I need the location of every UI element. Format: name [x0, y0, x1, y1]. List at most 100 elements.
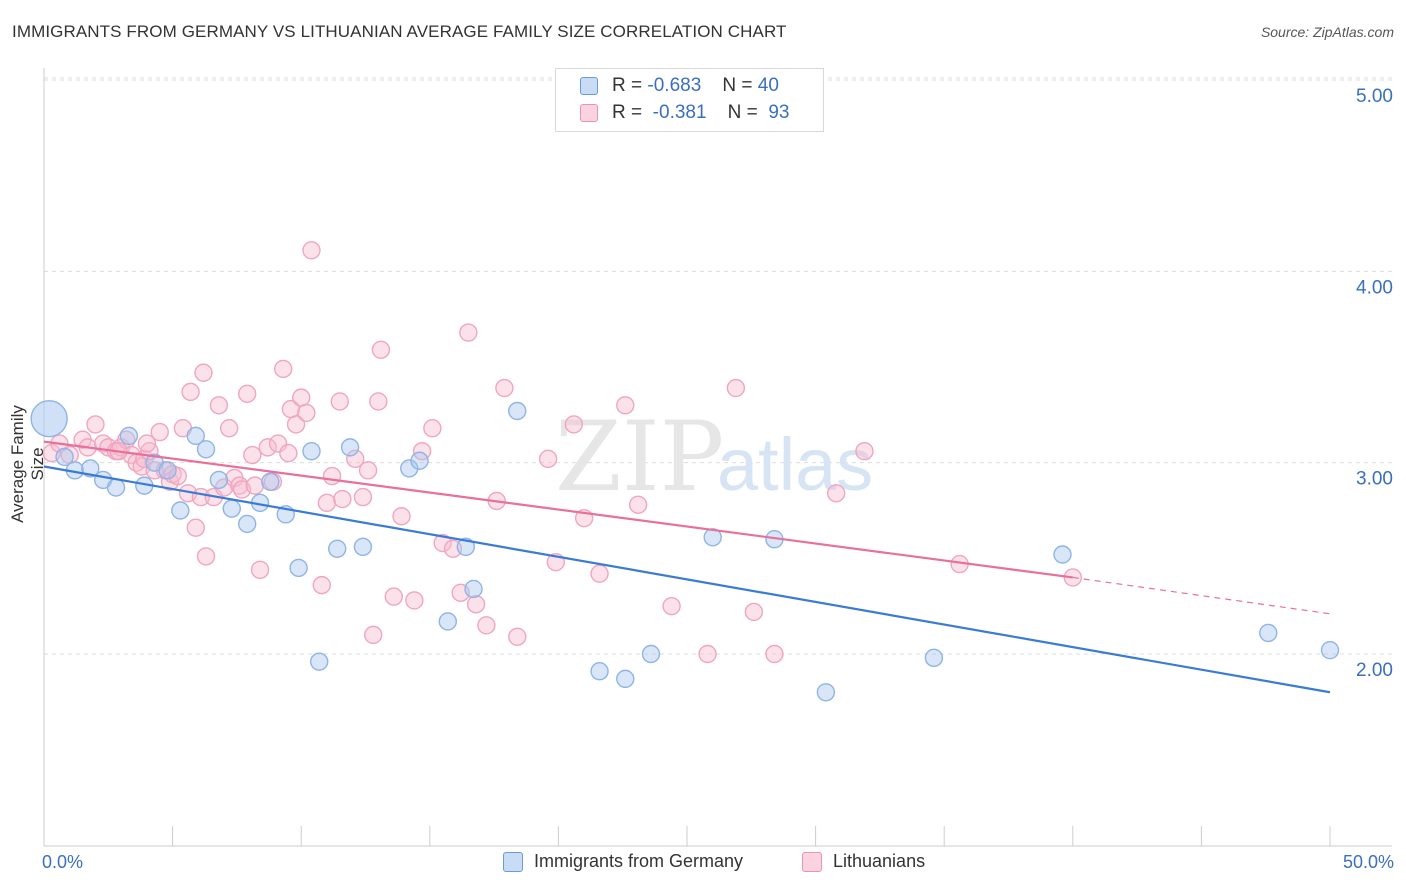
- point-germany[interactable]: [261, 472, 280, 492]
- point-lithuanians[interactable]: [459, 323, 478, 342]
- point-lithuanians[interactable]: [330, 392, 349, 411]
- point-lithuanians[interactable]: [150, 422, 169, 442]
- point-germany[interactable]: [328, 539, 347, 558]
- point-lithuanians[interactable]: [590, 564, 609, 583]
- point-lithuanians[interactable]: [826, 484, 846, 503]
- trend-lines: [43, 440, 1331, 694]
- point-lithuanians[interactable]: [405, 591, 424, 610]
- point-lithuanians[interactable]: [628, 495, 648, 514]
- point-lithuanians[interactable]: [250, 560, 270, 580]
- point-lithuanians[interactable]: [765, 644, 784, 664]
- point-lithuanians[interactable]: [392, 507, 411, 526]
- point-germany[interactable]: [171, 501, 190, 520]
- point-lithuanians[interactable]: [495, 378, 514, 398]
- point-germany[interactable]: [196, 440, 216, 459]
- point-lithuanians[interactable]: [616, 396, 635, 415]
- y-axis-title: Average Family Size: [8, 405, 47, 523]
- point-lithuanians[interactable]: [196, 547, 216, 566]
- point-germany[interactable]: [81, 459, 100, 478]
- point-germany[interactable]: [302, 441, 321, 461]
- point-lithuanians[interactable]: [538, 449, 558, 469]
- point-germany[interactable]: [289, 558, 308, 578]
- point-lithuanians[interactable]: [194, 363, 213, 382]
- legend-item-germany[interactable]: Immigrants from Germany: [503, 851, 743, 872]
- point-lithuanians[interactable]: [181, 382, 200, 402]
- legend-row-lithuanians: R = -0.381 N = 93: [580, 100, 789, 126]
- point-germany[interactable]: [924, 648, 944, 668]
- point-lithuanians[interactable]: [219, 419, 239, 438]
- point-lithuanians[interactable]: [423, 419, 442, 438]
- point-germany[interactable]: [641, 644, 661, 664]
- watermark: ZIP atlas: [555, 401, 873, 513]
- point-germany[interactable]: [222, 499, 241, 518]
- point-lithuanians[interactable]: [258, 438, 277, 457]
- point-germany[interactable]: [456, 537, 476, 557]
- point-lithuanians[interactable]: [317, 493, 337, 513]
- y-tick-label: 4.00: [1356, 277, 1393, 298]
- point-lithuanians[interactable]: [273, 359, 293, 379]
- point-germany[interactable]: [508, 401, 527, 421]
- point-lithuanians[interactable]: [433, 533, 452, 553]
- point-germany[interactable]: [30, 399, 68, 438]
- point-lithuanians[interactable]: [86, 415, 105, 434]
- point-lithuanians[interactable]: [333, 489, 352, 509]
- point-lithuanians[interactable]: [209, 396, 229, 415]
- point-germany[interactable]: [590, 662, 609, 681]
- point-germany[interactable]: [55, 447, 74, 467]
- point-lithuanians[interactable]: [477, 616, 496, 635]
- point-germany[interactable]: [119, 426, 139, 446]
- point-germany[interactable]: [464, 579, 483, 599]
- point-lithuanians[interactable]: [726, 378, 746, 398]
- point-lithuanians[interactable]: [237, 384, 257, 403]
- point-lithuanians[interactable]: [466, 595, 486, 614]
- point-germany[interactable]: [353, 537, 373, 557]
- point-lithuanians[interactable]: [508, 627, 527, 646]
- point-lithuanians[interactable]: [369, 392, 388, 411]
- point-lithuanians[interactable]: [662, 596, 681, 616]
- point-germany[interactable]: [1320, 640, 1340, 660]
- legend-swatch-lithuanians: [580, 104, 598, 122]
- point-lithuanians[interactable]: [292, 388, 311, 407]
- point-germany[interactable]: [310, 652, 329, 671]
- point-germany[interactable]: [616, 669, 635, 689]
- point-lithuanians[interactable]: [855, 441, 874, 461]
- point-lithuanians[interactable]: [137, 434, 157, 453]
- point-lithuanians[interactable]: [243, 445, 262, 465]
- legend-item-lithuanians[interactable]: Lithuanians: [802, 851, 925, 872]
- point-lithuanians[interactable]: [358, 461, 378, 480]
- point-germany[interactable]: [438, 612, 458, 631]
- point-lithuanians[interactable]: [322, 466, 342, 486]
- point-lithuanians[interactable]: [186, 518, 205, 537]
- series-legend: Immigrants from Germany Lithuanians: [0, 851, 1406, 877]
- point-lithuanians[interactable]: [384, 587, 403, 606]
- point-lithuanians[interactable]: [168, 466, 187, 486]
- point-lithuanians[interactable]: [744, 602, 764, 622]
- point-germany[interactable]: [237, 514, 257, 534]
- point-germany[interactable]: [1053, 545, 1072, 564]
- point-lithuanians[interactable]: [698, 644, 717, 664]
- point-lithuanians[interactable]: [279, 443, 298, 463]
- point-germany[interactable]: [106, 478, 126, 497]
- point-lithuanians[interactable]: [145, 461, 164, 480]
- trendline-germany: [43, 465, 1331, 694]
- point-lithuanians[interactable]: [302, 241, 321, 260]
- point-lithuanians[interactable]: [286, 415, 306, 434]
- point-germany[interactable]: [158, 461, 177, 480]
- point-lithuanians[interactable]: [297, 403, 316, 423]
- watermark-atlas: atlas: [717, 423, 873, 506]
- point-lithuanians[interactable]: [353, 487, 373, 507]
- point-lithuanians[interactable]: [245, 476, 265, 495]
- point-germany[interactable]: [703, 528, 722, 547]
- point-lithuanians[interactable]: [371, 340, 391, 359]
- point-germany[interactable]: [816, 683, 836, 702]
- point-lithuanians[interactable]: [564, 415, 584, 434]
- point-germany[interactable]: [186, 426, 205, 446]
- point-lithuanians[interactable]: [364, 625, 383, 645]
- point-lithuanians[interactable]: [346, 449, 365, 469]
- point-germany[interactable]: [209, 470, 229, 490]
- point-germany[interactable]: [410, 451, 429, 470]
- point-lithuanians[interactable]: [312, 575, 331, 595]
- point-germany[interactable]: [1259, 623, 1278, 643]
- point-germany[interactable]: [340, 438, 360, 457]
- legend-r-value: -0.683: [647, 75, 702, 96]
